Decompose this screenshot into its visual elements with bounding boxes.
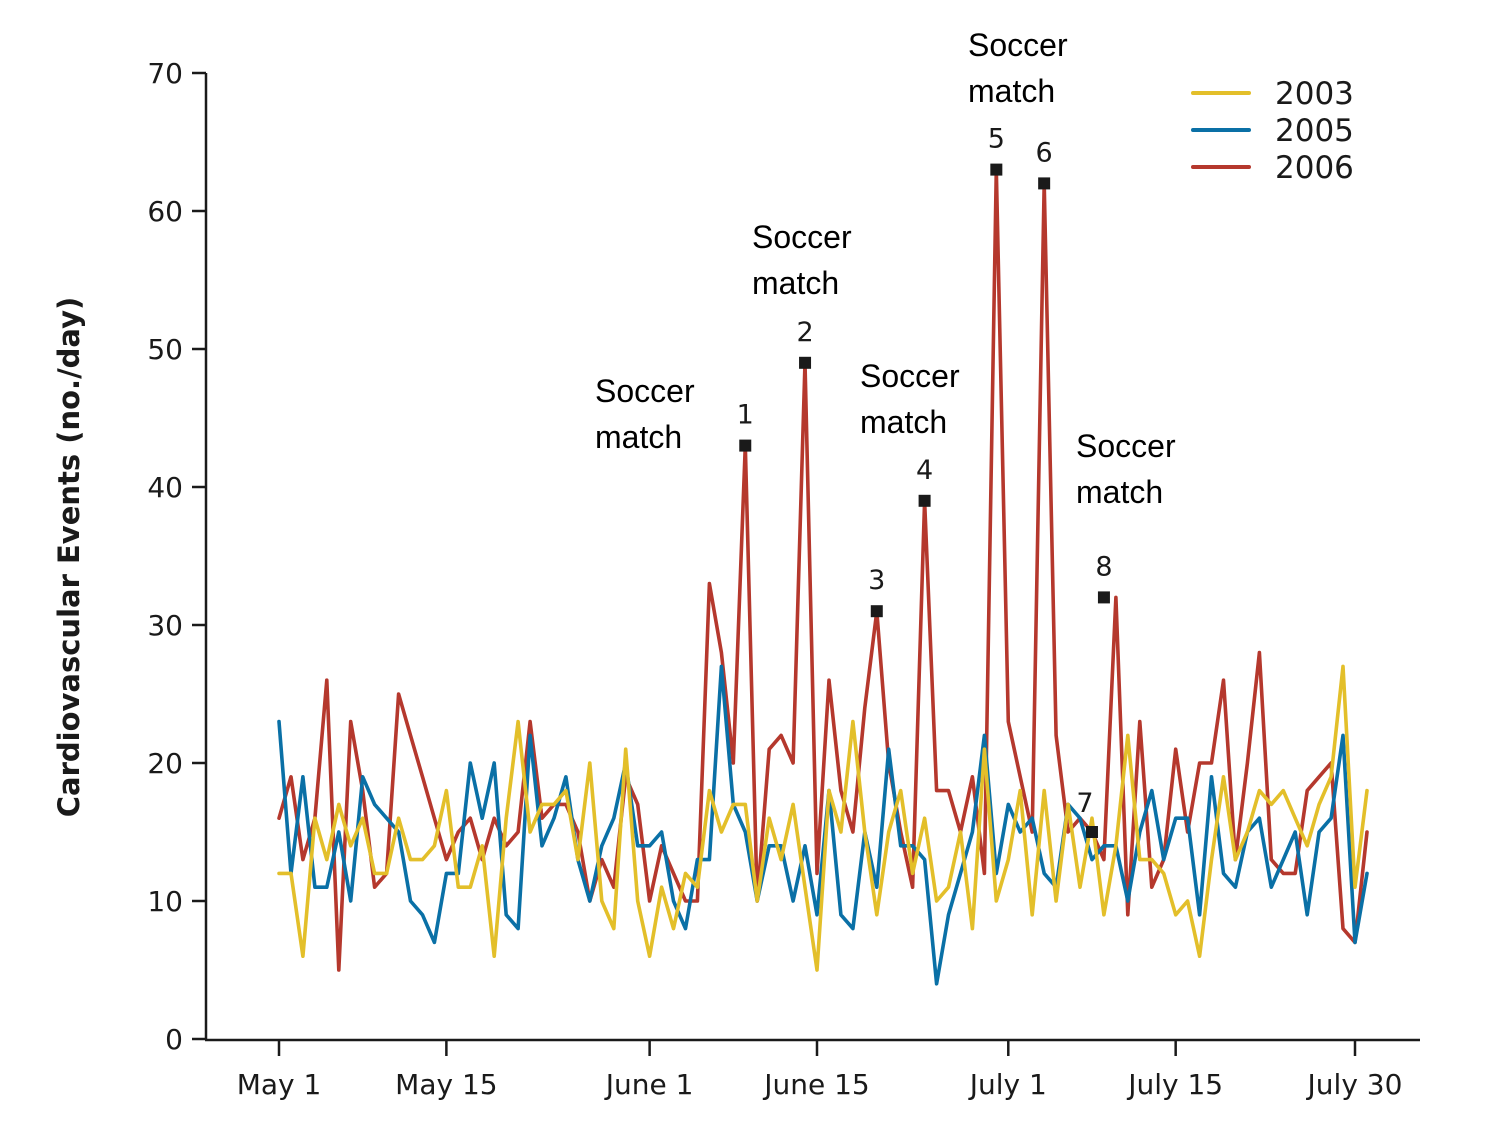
- match-marker: [990, 163, 1003, 176]
- match-marker: [918, 494, 931, 507]
- soccer-match-annotation: Soccer match: [1076, 428, 1176, 510]
- match-marker: [870, 605, 883, 618]
- series-line-2003: [277, 664, 1369, 972]
- match-marker: [1038, 177, 1051, 190]
- series-line-2005: [277, 664, 1369, 986]
- annotation-line-1: Soccer: [752, 219, 852, 255]
- match-marker-label: 1: [737, 400, 754, 431]
- y-tick-label: 20: [147, 747, 183, 780]
- annotation-line-1: Soccer: [1076, 428, 1176, 464]
- match-markers: 1 2 3 4 5 6 7 8: [737, 124, 1113, 838]
- annotation-line-1: Soccer: [595, 373, 695, 409]
- x-tick-label: May 15: [395, 1068, 497, 1101]
- y-ticks: 0 10 20 30 40 50 60 70: [147, 57, 206, 1056]
- legend-label: 2003: [1275, 76, 1354, 112]
- legend-label: 2006: [1275, 150, 1354, 186]
- match-marker: [799, 356, 812, 369]
- annotation-line-2: match: [968, 73, 1055, 109]
- x-tick-label: July 30: [1306, 1068, 1403, 1101]
- soccer-match-annotation: Soccer match: [752, 219, 852, 301]
- soccer-match-annotation: Soccer match: [968, 27, 1068, 109]
- legend-label: 2005: [1275, 113, 1354, 149]
- axes: [204, 73, 1420, 1042]
- match-marker-label: 6: [1036, 137, 1053, 168]
- y-axis-label: Cardiovascular Events (no./day): [52, 297, 86, 818]
- match-marker-label: 5: [988, 124, 1005, 155]
- x-tick-label: July 15: [1126, 1068, 1223, 1101]
- y-tick-label: 40: [147, 471, 183, 504]
- annotation-line-2: match: [860, 404, 947, 440]
- y-tick-label: 10: [147, 885, 183, 918]
- match-marker-label: 2: [796, 317, 813, 348]
- match-marker-label: 3: [868, 565, 885, 596]
- match-marker-label: 4: [916, 455, 933, 486]
- match-marker: [1097, 591, 1110, 604]
- match-marker: [739, 439, 752, 452]
- y-tick-label: 60: [147, 195, 183, 228]
- match-marker-label: 7: [1076, 788, 1093, 819]
- legend-item-2006: 2006: [1191, 150, 1354, 186]
- x-tick-label: May 1: [237, 1068, 322, 1101]
- annotation-line-2: match: [1076, 474, 1163, 510]
- soccer-match-annotation: Soccer match: [595, 373, 695, 455]
- annotation-line-1: Soccer: [860, 358, 960, 394]
- legend-item-2003: 2003: [1191, 76, 1354, 112]
- y-tick-label: 50: [147, 333, 183, 366]
- soccer-match-annotation: Soccer match: [860, 358, 960, 440]
- y-tick-label: 0: [165, 1023, 183, 1056]
- annotations: Soccer match Soccer match Soccer match Soccer m…: [595, 27, 1176, 510]
- annotation-line-2: match: [595, 419, 682, 455]
- x-tick-label: June 1: [604, 1068, 694, 1101]
- y-tick-label: 30: [147, 609, 183, 642]
- x-tick-label: June 15: [762, 1068, 870, 1101]
- series-lines: [277, 167, 1369, 986]
- match-marker: [1085, 826, 1098, 838]
- y-tick-label: 70: [147, 57, 183, 90]
- x-ticks: May 1 May 15 June 1 June 15 July 1 July 15 Jul…: [237, 1040, 1403, 1101]
- legend-item-2005: 2005: [1191, 113, 1354, 149]
- annotation-line-1: Soccer: [968, 27, 1068, 63]
- x-tick-label: July 1: [968, 1068, 1047, 1101]
- annotation-line-2: match: [752, 265, 839, 301]
- match-marker-label: 8: [1095, 551, 1112, 582]
